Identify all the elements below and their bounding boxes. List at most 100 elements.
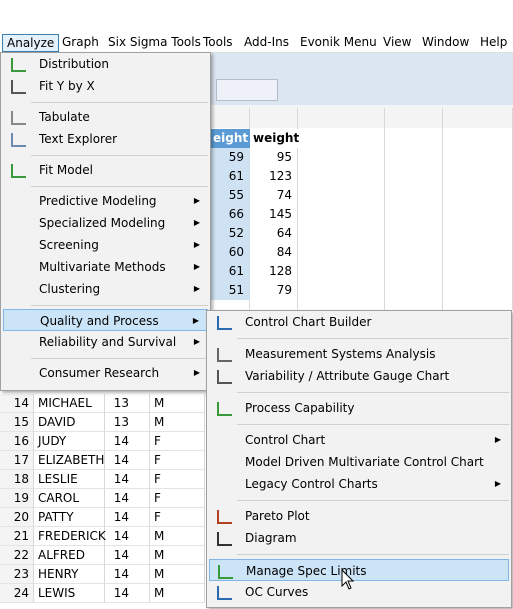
menu-item[interactable]: Measurement Systems Analysis [209, 343, 509, 365]
table-cell: 14 [105, 489, 150, 508]
table-cell: M [150, 546, 205, 565]
table-cell: 24 [0, 584, 34, 603]
menu-item[interactable]: Pareto Plot [209, 505, 509, 527]
menu-item[interactable]: Clustering ▶ [3, 278, 208, 300]
column-line [384, 108, 385, 310]
table-cell: 15 [0, 413, 34, 432]
menu-item[interactable]: Control Chart ▶ [209, 429, 509, 451]
menu-item-label: Legacy Control Charts [245, 477, 378, 491]
table-cell: 14 [105, 451, 150, 470]
table-cell: 13 [105, 413, 150, 432]
table-cell: 18 [0, 470, 34, 489]
menu-icon [217, 532, 232, 546]
menu-item-label: Screening [39, 238, 99, 252]
menu-bar-item[interactable]: Graph [62, 35, 99, 49]
menu-item-label: Model Driven Multivariate Control Chart [245, 455, 484, 469]
menu-item[interactable]: OC Curves [209, 581, 509, 603]
menu-item[interactable]: Fit Model [3, 159, 208, 181]
menu-item-label: Pareto Plot [245, 509, 310, 523]
table-cell: 61 [210, 262, 250, 281]
menu-bar: Analyze Graph Six Sigma Tools Tools Add-Ins E… [0, 32, 513, 53]
menu-item[interactable]: Text Explorer [3, 128, 208, 150]
menu-bar-item[interactable]: Help [480, 35, 508, 49]
menu-bar-item[interactable]: View [383, 35, 412, 49]
table-cell: F [150, 470, 205, 489]
menu-icon [11, 133, 26, 147]
column-line [297, 108, 298, 310]
table-cell: 14 [105, 565, 150, 584]
menu-item-label: Distribution [39, 57, 110, 71]
menu-item[interactable]: Tabulate [3, 106, 208, 128]
menu-bar-item[interactable]: Analyze [2, 34, 60, 52]
menu-item-label: Fit Model [39, 163, 93, 177]
menu-separator [31, 304, 208, 306]
menu-item[interactable]: Manage Spec Limits [209, 559, 509, 581]
menu-separator [237, 554, 509, 555]
table-cell: 21 [0, 527, 34, 546]
table-cell: 84 [276, 245, 292, 259]
menu-icon [11, 58, 26, 72]
menu-item[interactable]: Quality and Process ▶ [3, 309, 208, 331]
submenu-arrow: ▶ [193, 240, 200, 249]
table-cell: 22 [0, 546, 34, 565]
menu-item[interactable]: Consumer Research ▶ [3, 362, 208, 384]
menu-item[interactable]: Variability / Attribute Gauge Chart [209, 365, 509, 387]
table-cell: 123 [269, 169, 292, 183]
menu-item-label: Control Chart Builder [245, 315, 372, 329]
menu-icon [217, 348, 232, 362]
menu-separator [31, 185, 208, 187]
menu-bar-item[interactable]: Evonik Menu [300, 35, 377, 49]
menu-item-label: Tabulate [39, 110, 90, 124]
menu-item[interactable]: Reliability and Survival ▶ [3, 331, 208, 353]
table-cell: 95 [276, 150, 292, 164]
menu-item[interactable]: Model Driven Multivariate Control Chart [209, 451, 509, 473]
menu-separator [237, 500, 509, 501]
table-cell: 14 [105, 508, 150, 527]
menu-item[interactable]: Legacy Control Charts ▶ [209, 473, 509, 495]
table-cell: 55 [210, 186, 250, 205]
table-cell: M [150, 527, 205, 546]
table-cell: 16 [0, 432, 34, 451]
table-cell: F [150, 489, 205, 508]
menu-item[interactable]: Multivariate Methods ▶ [3, 256, 208, 278]
table-cell: DAVID [34, 413, 105, 432]
menu-separator [237, 424, 509, 425]
table-cell: MICHAEL [34, 394, 105, 413]
table-cell: 59 [210, 148, 250, 167]
table-cell: 20 [0, 508, 34, 527]
menu-item-label: Diagram [245, 531, 297, 545]
menu-icon [217, 370, 232, 384]
menu-bar-item[interactable]: Tools [203, 35, 233, 49]
menu-bar-item[interactable]: Six Sigma Tools [108, 35, 201, 49]
submenu-arrow: ▶ [193, 337, 200, 346]
menu-item[interactable]: Distribution [3, 53, 208, 75]
menu-item-label: Process Capability [245, 401, 355, 415]
table-cell: 14 [105, 584, 150, 603]
table-cell: 61 [210, 167, 250, 186]
menu-icon [217, 586, 232, 600]
menu-item-label: Text Explorer [39, 132, 118, 146]
table-cell: JUDY [34, 432, 105, 451]
table-cell: FREDERICK [34, 527, 106, 546]
table-cell: LESLIE [34, 470, 105, 489]
menu-bar-item[interactable]: Window [422, 35, 470, 49]
menu-icon [11, 111, 26, 125]
menu-item[interactable]: Process Capability [209, 397, 509, 419]
menu-icon [217, 316, 232, 330]
submenu-arrow: ▶ [192, 316, 199, 325]
menu-item[interactable]: Fit Y by X [3, 75, 208, 97]
menu-bar-item[interactable]: Add-Ins [244, 35, 289, 49]
menu-item-label: Quality and Process [40, 314, 159, 328]
column-header: weight [250, 129, 299, 148]
toolbar[interactable] [216, 79, 278, 101]
menu-item[interactable]: Control Chart Builder [209, 311, 509, 333]
menu-item[interactable]: Specialized Modeling ▶ [3, 212, 208, 234]
menu-item[interactable]: Screening ▶ [3, 234, 208, 256]
menu-icon [217, 402, 232, 416]
menu-item-label: Variability / Attribute Gauge Chart [245, 369, 450, 383]
menu-item-label: Control Chart [245, 433, 326, 447]
quality-menu: Control Chart Builder Measurement Systems… [206, 310, 512, 608]
menu-item[interactable]: Predictive Modeling ▶ [3, 190, 208, 212]
menu-item[interactable]: Diagram [209, 527, 509, 549]
